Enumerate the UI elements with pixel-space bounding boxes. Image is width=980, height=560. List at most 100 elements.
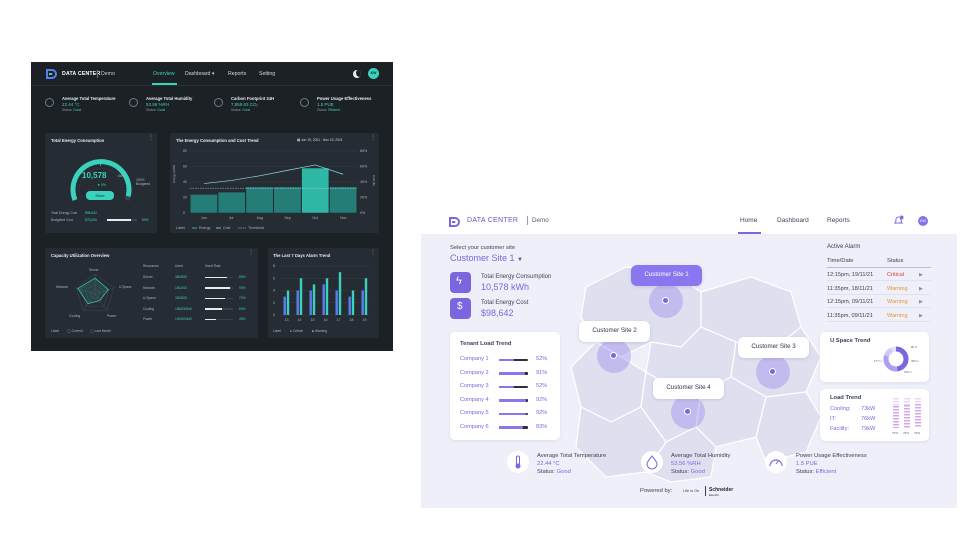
divider bbox=[827, 267, 931, 268]
site-2-pin[interactable]: Customer Site 2 bbox=[579, 321, 650, 342]
resource-rate: 90% bbox=[239, 285, 246, 290]
total-cost-label: Total Energy Cost bbox=[51, 211, 78, 215]
nav-overview[interactable]: Overview bbox=[153, 71, 175, 77]
site-dropdown[interactable]: Customer Site 1 ▼ bbox=[450, 253, 523, 263]
date-range[interactable]: ▦ Jun 19, 2021 - Nov 19, 2021 bbox=[297, 138, 343, 142]
more-icon[interactable]: ⋮ bbox=[370, 135, 376, 141]
bar bbox=[329, 186, 357, 214]
rate-bar-fill bbox=[205, 297, 225, 300]
cost-label: Total Energy Cost bbox=[481, 300, 529, 306]
warning-bar bbox=[325, 278, 329, 315]
chevron-right-icon[interactable]: ▶ bbox=[919, 299, 923, 305]
powered-by-label: Powered by: bbox=[640, 488, 673, 494]
divider bbox=[705, 486, 706, 496]
kpi-title: Average Total Temperature bbox=[537, 453, 607, 459]
nav-home[interactable]: Home bbox=[740, 217, 758, 224]
site-1-pin[interactable]: Customer Site 1 bbox=[631, 265, 702, 286]
tenant-name[interactable]: Company 5 bbox=[460, 410, 489, 416]
site-3-pin[interactable]: Customer Site 3 bbox=[738, 337, 809, 358]
bell-icon[interactable] bbox=[893, 215, 904, 226]
logo-icon[interactable] bbox=[448, 216, 460, 228]
bar bbox=[190, 194, 218, 214]
avatar[interactable]: KW bbox=[918, 216, 928, 226]
dark-dashboard: DATA CENTER Demo Overview Dashboard ▾ Re… bbox=[31, 62, 393, 351]
tenant-name[interactable]: Company 4 bbox=[460, 396, 489, 403]
dark-top-bar bbox=[31, 62, 393, 86]
legend-label: Label bbox=[273, 329, 282, 333]
more-icon[interactable]: ⋮ bbox=[370, 250, 376, 256]
more-icon[interactable]: ⋮ bbox=[148, 135, 154, 141]
notification-count: 2 bbox=[899, 215, 901, 219]
card-title: U Space Trend bbox=[830, 338, 871, 344]
resource-used: 100/300kW bbox=[175, 317, 192, 321]
brand-title: DATA CENTER bbox=[62, 71, 101, 77]
logo-icon[interactable] bbox=[45, 68, 57, 80]
energy-unit: kWh bbox=[118, 174, 125, 178]
bolt-icon: ϟ bbox=[98, 161, 102, 168]
u-label-bottom: 160 U bbox=[904, 370, 912, 374]
alarm-row[interactable]: 12:15pm, 09/11/21 Warning ▶ bbox=[827, 296, 931, 308]
rate-bar-fill bbox=[205, 308, 222, 310]
capacity-table: Resources Used Used Rate Server 360/500 80% Ne… bbox=[143, 264, 255, 326]
y-tick-label: 4 bbox=[273, 289, 275, 293]
card-title: Load Trend bbox=[830, 395, 862, 401]
kpi-title: Average Total Temperature bbox=[62, 96, 116, 101]
dollar-icon: $ bbox=[450, 298, 471, 319]
warning-bar bbox=[364, 278, 368, 315]
chevron-right-icon[interactable]: ▶ bbox=[919, 285, 923, 292]
brand-title: DATA CENTER bbox=[467, 217, 519, 224]
theme-toggle-icon[interactable] bbox=[353, 70, 361, 78]
site-1-marker[interactable] bbox=[662, 297, 669, 304]
tenant-name[interactable]: Company 1 bbox=[460, 356, 489, 362]
critical-bar bbox=[361, 290, 364, 315]
site-4-pin[interactable]: Customer Site 4 bbox=[653, 378, 724, 399]
tenant-name[interactable]: Company 2 bbox=[460, 369, 489, 376]
chevron-right-icon[interactable]: ▶ bbox=[919, 312, 923, 319]
y-tick-label: 0 bbox=[183, 211, 185, 215]
rate-bar-fill bbox=[205, 276, 228, 279]
total-cost-value: $98,642 bbox=[85, 211, 97, 215]
resource-name: Network bbox=[143, 285, 156, 290]
nav-reports[interactable]: Reports bbox=[827, 217, 850, 224]
kpi-value: 1.5 PUE bbox=[317, 102, 334, 107]
alarm-row[interactable]: 11:35pm, 09/11/21 Warning ▶ bbox=[827, 310, 931, 322]
x-tick-label: Jul bbox=[229, 216, 234, 220]
y-axis-label: Energy (kWh) bbox=[172, 165, 176, 183]
budget-label: Budgeted bbox=[136, 182, 151, 186]
tenant-bar-fill bbox=[499, 358, 515, 361]
nav-setting[interactable]: Setting bbox=[259, 71, 276, 77]
bar bbox=[273, 186, 302, 214]
energy-value: 10,578 kWh bbox=[481, 282, 530, 292]
x-tick-label: Jun bbox=[201, 216, 207, 220]
y2-tick-label: 20% bbox=[360, 196, 368, 200]
kpi-value: 53.56 %RH bbox=[671, 461, 701, 467]
alarm-status: Warning bbox=[887, 285, 908, 292]
u-label-left: 177 U bbox=[874, 359, 882, 363]
site-3-marker[interactable] bbox=[769, 368, 776, 375]
nav-dashboard[interactable]: Dashboard ▾ bbox=[185, 71, 215, 77]
more-button[interactable]: More bbox=[86, 191, 114, 200]
x-tick-label: Aug bbox=[257, 216, 263, 220]
site-4-marker[interactable] bbox=[684, 408, 691, 415]
alarm-status: Warning bbox=[887, 312, 908, 319]
col-header-status: Status bbox=[887, 258, 904, 264]
site-2-marker[interactable] bbox=[610, 352, 617, 359]
y-tick-label: 2 bbox=[273, 301, 275, 305]
radar-axis bbox=[94, 293, 107, 311]
tenant-pct: 91% bbox=[536, 369, 548, 376]
avatar[interactable]: KW bbox=[368, 68, 379, 79]
more-icon[interactable]: ⋮ bbox=[248, 250, 254, 256]
alarm-row[interactable]: 12:15pm, 19/11/21 Critical ▶ bbox=[827, 269, 931, 281]
nav-reports[interactable]: Reports bbox=[228, 71, 247, 77]
chevron-right-icon[interactable]: ▶ bbox=[919, 272, 923, 278]
nav-dashboard[interactable]: Dashboard bbox=[777, 217, 809, 224]
tenant-name[interactable]: Company 6 bbox=[460, 423, 489, 430]
rate-bar-track bbox=[205, 318, 233, 321]
alarm-row[interactable]: 11:35pm, 18/11/21 Warning ▶ bbox=[827, 283, 931, 295]
radar-label: Cooling bbox=[69, 314, 80, 318]
tenant-name[interactable]: Company 3 bbox=[460, 383, 489, 389]
energy-value: 10,578 bbox=[82, 171, 107, 180]
tenant-pct: 52% bbox=[536, 383, 548, 389]
x-tick-label: 13 bbox=[285, 318, 289, 322]
tenant-pct: 92% bbox=[536, 396, 548, 403]
